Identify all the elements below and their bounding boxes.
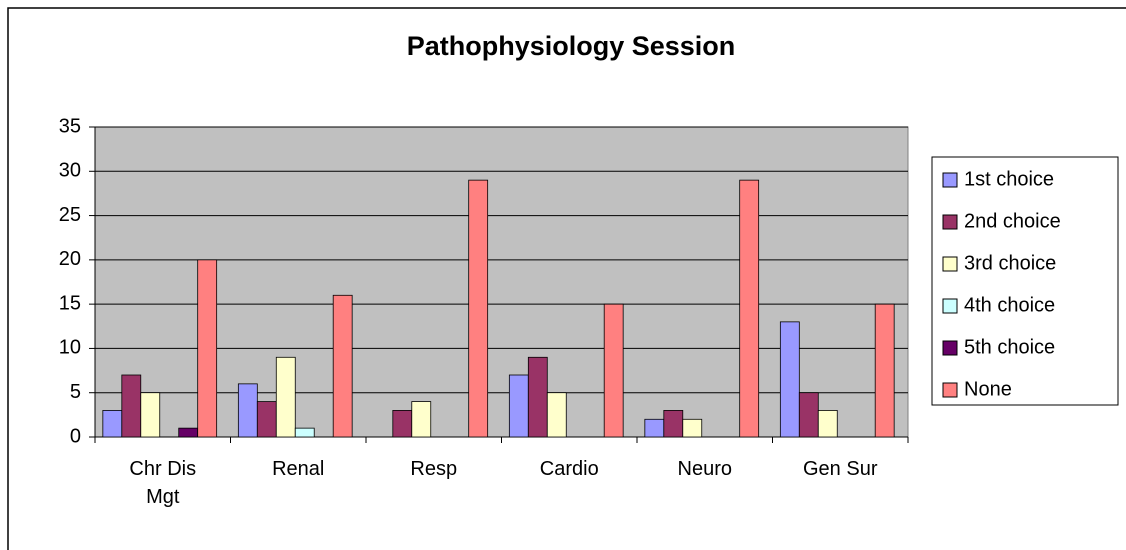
bar	[121, 374, 142, 438]
bar	[332, 294, 353, 438]
legend-label: None	[964, 378, 1012, 400]
y-tick-label: 35	[59, 115, 81, 137]
x-tick-label: Renal	[272, 458, 325, 480]
bar	[102, 410, 123, 438]
y-tick-label: 10	[59, 337, 81, 359]
legend-label: 4th choice	[964, 294, 1055, 316]
bar	[546, 392, 567, 438]
legend-label: 5th choice	[964, 336, 1055, 358]
bar	[256, 401, 277, 438]
bar	[798, 392, 819, 438]
bar	[779, 321, 800, 438]
bar	[739, 179, 760, 438]
x-tick-label: Chr Dis Mgt	[129, 458, 197, 508]
legend-swatch	[942, 382, 958, 398]
y-tick-label: 30	[59, 160, 81, 182]
legend-box	[931, 156, 1119, 406]
bar	[644, 418, 665, 438]
chart-title: Pathophysiology Session	[407, 31, 736, 61]
bar	[527, 356, 548, 438]
x-tick-label: Resp	[410, 458, 458, 480]
bar	[682, 418, 703, 438]
legend-swatch	[942, 340, 958, 356]
y-tick-label: 25	[59, 204, 81, 226]
bar	[663, 410, 684, 438]
x-tick-label: Neuro	[677, 458, 732, 480]
x-tick-label: Cardio	[539, 458, 599, 480]
bar	[603, 303, 624, 438]
bar	[140, 392, 161, 438]
legend-swatch	[942, 214, 958, 230]
bar	[178, 427, 199, 438]
bar	[197, 259, 218, 438]
bar	[508, 374, 529, 438]
legend-swatch	[942, 298, 958, 314]
legend-label: 2nd choice	[964, 210, 1061, 232]
y-tick-label: 0	[70, 425, 81, 447]
bar	[411, 401, 432, 438]
plot-area	[94, 126, 909, 438]
y-tick-label: 20	[59, 248, 81, 270]
y-tick-label: 5	[70, 381, 81, 403]
bar	[817, 410, 838, 438]
legend-swatch	[942, 256, 958, 272]
bar	[237, 383, 258, 438]
y-tick-label: 15	[59, 292, 81, 314]
bar	[468, 179, 489, 438]
bar	[392, 410, 413, 438]
legend-swatch	[942, 172, 958, 188]
legend-label: 3rd choice	[964, 252, 1056, 274]
x-tick-label: Gen Sur	[803, 458, 878, 480]
bar	[874, 303, 895, 438]
bar	[294, 427, 315, 438]
legend-label: 1st choice	[964, 168, 1054, 190]
bar	[275, 356, 296, 438]
